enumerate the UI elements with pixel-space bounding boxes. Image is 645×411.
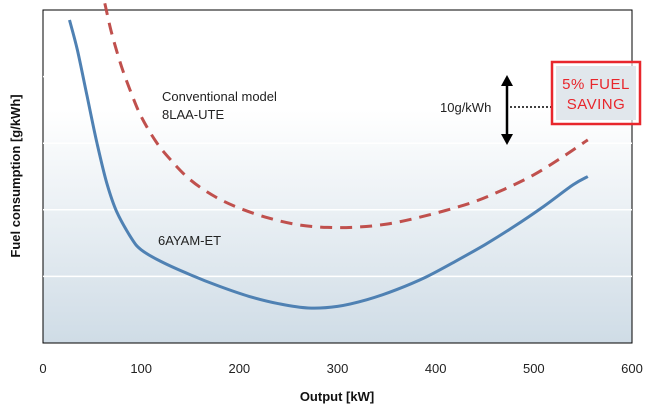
y-axis-title: Fuel consumption [g/kWh] [8,94,23,257]
annotation-6ayam-et: 6AYAM-ET [158,233,221,248]
difference-arrow [501,75,513,145]
plot-area [42,9,633,344]
x-tick-label: 300 [327,361,349,376]
fuel-saving-badge: 5% FUEL SAVING [550,60,642,126]
annotation-difference: 10g/kWh [440,100,491,115]
series-line-6ayam-et [68,19,589,310]
series-line-conventional-8laa-ute [103,2,589,230]
x-tick-label: 500 [523,361,545,376]
x-tick-label: 0 [39,361,46,376]
badge-line2: SAVING [567,96,626,113]
x-tick-label: 600 [621,361,643,376]
x-tick-label: 200 [228,361,250,376]
gridlines [43,75,632,278]
annotation-conventional-line1: Conventional model [162,89,277,104]
x-tick-label: 100 [130,361,152,376]
x-tick-label: 400 [425,361,447,376]
badge-line1: 5% FUEL [562,76,630,93]
x-axis-title: Output [kW] [300,389,374,404]
x-axis-ticks: 0 100 200 300 400 500 600 [39,361,642,376]
annotation-conventional-line2: 8LAA-UTE [162,107,224,122]
